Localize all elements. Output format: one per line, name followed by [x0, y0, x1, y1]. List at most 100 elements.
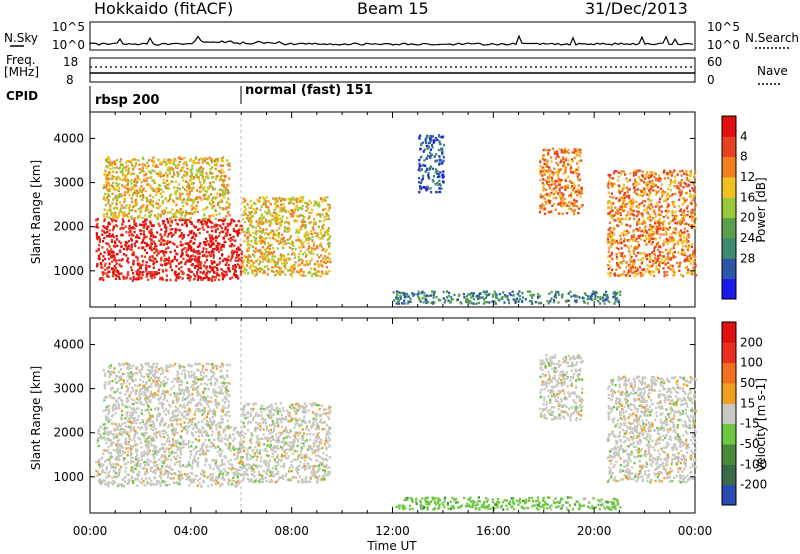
data-cell: [152, 240, 155, 243]
data-cell: [205, 265, 208, 268]
data-cell: [435, 168, 438, 171]
data-cell: [466, 301, 469, 304]
data-cell: [563, 164, 566, 167]
data-cell: [181, 157, 184, 161]
data-cell: [183, 217, 186, 220]
data-cell: [211, 229, 214, 233]
data-cell: [132, 251, 135, 254]
data-cell: [115, 225, 119, 228]
data-cell: [418, 297, 421, 300]
data-cell: [282, 254, 285, 257]
data-cell: [314, 231, 317, 234]
data-cell: [288, 201, 292, 204]
data-cell: [564, 166, 568, 169]
data-cell: [252, 253, 255, 256]
data-cell: [567, 292, 570, 295]
data-cell: [676, 240, 679, 244]
data-cell: [234, 268, 237, 272]
data-cell: [174, 218, 177, 222]
data-cell: [154, 427, 157, 431]
data-cell: [133, 158, 136, 161]
data-cell: [654, 205, 657, 208]
data-cell: [131, 168, 135, 171]
data-cell: [669, 238, 672, 242]
data-cell: [271, 252, 274, 255]
data-cell: [105, 180, 108, 183]
data-cell: [423, 148, 426, 151]
data-cell: [541, 178, 545, 181]
data-cell: [135, 203, 138, 207]
data-cell: [683, 258, 686, 262]
data-cell: [231, 255, 234, 259]
data-cell: [284, 259, 288, 262]
data-cell: [615, 197, 618, 200]
data-cell: [266, 265, 269, 268]
data-cell: [178, 479, 182, 482]
data-cell: [417, 292, 420, 296]
data-cell: [260, 231, 264, 234]
data-cell: [277, 233, 280, 236]
data-cell: [285, 242, 288, 245]
data-cell: [652, 231, 656, 234]
data-cell: [255, 207, 258, 210]
data-cell: [666, 173, 669, 177]
data-cell: [146, 176, 149, 180]
data-cell: [107, 181, 110, 185]
data-cell: [136, 235, 139, 238]
data-cell: [437, 175, 440, 179]
data-cell: [150, 231, 153, 234]
data-cell: [575, 300, 578, 304]
data-cell: [173, 249, 177, 252]
data-cell: [110, 239, 113, 242]
data-cell: [654, 220, 657, 223]
data-cell: [662, 220, 665, 223]
data-cell: [121, 170, 124, 173]
data-cell: [112, 225, 115, 228]
data-cell: [623, 255, 626, 258]
data-cell: [551, 189, 554, 192]
data-cell: [147, 225, 150, 228]
data-cell: [472, 297, 475, 301]
freq-unit-label: [MHz]: [4, 65, 39, 79]
data-cell: [427, 174, 430, 177]
data-cell: [130, 248, 133, 251]
data-cell: [534, 300, 537, 304]
data-cell: [179, 453, 182, 456]
data-cell: [149, 273, 153, 276]
data-cell: [152, 437, 155, 440]
data-cell: [419, 185, 422, 188]
data-cell: [149, 215, 152, 218]
data-cell: [266, 273, 269, 276]
data-cell: [96, 263, 99, 266]
data-cell: [263, 240, 266, 244]
data-cell: [250, 211, 253, 214]
data-cell: [111, 274, 114, 278]
data-cell: [611, 185, 614, 188]
data-cell: [243, 231, 246, 234]
data-cell: [108, 184, 111, 187]
data-cell: [107, 472, 110, 475]
data-cell: [198, 266, 201, 270]
data-cell: [649, 256, 652, 259]
data-cell: [241, 230, 244, 233]
data-cell: [141, 168, 144, 171]
colorbar-tick-label: 28: [740, 251, 755, 265]
data-cell: [168, 161, 171, 165]
data-cell: [289, 235, 292, 238]
data-cell: [318, 256, 321, 259]
data-cell: [667, 203, 670, 206]
data-cell: [191, 164, 194, 167]
data-cell: [124, 179, 127, 183]
data-cell: [556, 171, 559, 174]
data-cell: [215, 245, 218, 248]
data-cell: [111, 202, 114, 205]
data-cell: [214, 478, 218, 482]
data-cell: [163, 254, 166, 257]
data-cell: [228, 203, 231, 206]
data-cell: [427, 177, 431, 180]
data-cell: [562, 164, 565, 168]
data-cell: [492, 295, 495, 298]
data-cell: [111, 260, 114, 263]
ytick-label: 2000: [53, 220, 84, 234]
data-cell: [276, 260, 279, 264]
